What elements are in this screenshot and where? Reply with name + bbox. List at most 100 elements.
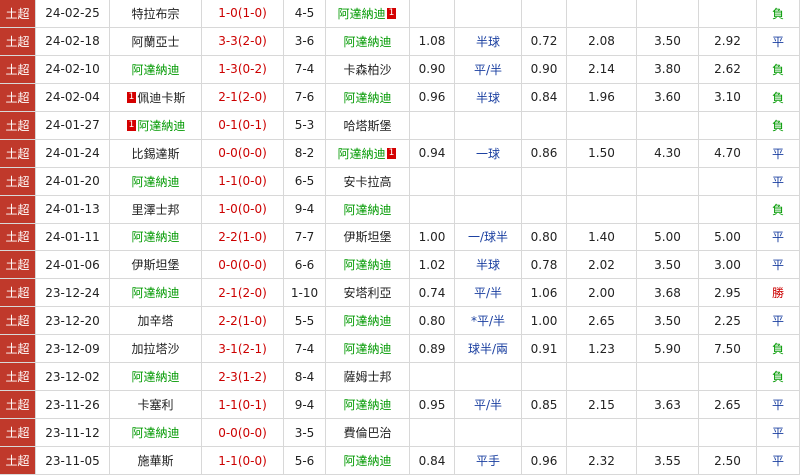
result: 負 <box>771 62 784 77</box>
score-cell: 2-2(1-0) <box>202 307 284 335</box>
date: 24-02-25 <box>45 6 100 21</box>
eu-away-cell: 7.50 <box>699 335 757 363</box>
score-cell: 0-0(0-0) <box>202 251 284 279</box>
hc-away-cell: 0.80 <box>522 223 567 251</box>
away-cell: 阿達納迪 <box>326 447 410 474</box>
eu-home: 2.00 <box>588 285 615 300</box>
hc-away-cell: 0.86 <box>522 139 567 167</box>
corner: 7-4 <box>294 341 315 356</box>
hc-away-cell: 1.00 <box>522 307 567 335</box>
hc-away: 0.86 <box>530 146 558 161</box>
score: 1-1(0-0) <box>218 174 267 189</box>
result: 負 <box>771 370 784 385</box>
hc-home-cell: 1.00 <box>410 223 455 251</box>
away-cell: 阿達納迪 <box>326 83 410 111</box>
score-cell: 1-1(0-0) <box>202 167 284 195</box>
match-row: 土超 23-12-02 阿達納迪 2-3(1-2) 8-4 薩姆士邦 負 <box>0 363 800 392</box>
score-cell: 2-1(2-0) <box>202 279 284 307</box>
eu-draw: 3.50 <box>654 257 681 272</box>
eu-away: 2.62 <box>714 62 741 77</box>
hc-away: 0.84 <box>530 90 558 105</box>
eu-home: 2.32 <box>588 453 615 468</box>
hc-line-cell: 球半/兩 <box>455 335 522 363</box>
result-cell: 負 <box>757 335 800 363</box>
date-cell: 24-01-24 <box>36 139 110 167</box>
eu-home-cell: 1.50 <box>567 139 637 167</box>
eu-away-cell: 2.50 <box>699 447 757 474</box>
hc-line-cell: 平/半 <box>455 391 522 419</box>
eu-away-cell: 4.70 <box>699 139 757 167</box>
hc-home: 1.08 <box>418 34 446 49</box>
league: 土超 <box>5 342 30 357</box>
score: 1-0(1-0) <box>218 6 267 21</box>
home-cell: 施華斯 <box>110 447 202 474</box>
eu-home-cell <box>567 363 637 391</box>
eu-home-cell <box>567 167 637 195</box>
away-cell: 卡森柏沙 <box>326 55 410 83</box>
result-cell: 負 <box>757 111 800 139</box>
league-cell: 土超 <box>0 139 36 167</box>
corner-cell: 8-4 <box>284 363 326 391</box>
league-cell: 土超 <box>0 363 36 391</box>
corner: 7-7 <box>294 229 315 244</box>
league: 土超 <box>5 398 30 413</box>
corner: 5-5 <box>294 313 315 328</box>
hc-home: 1.02 <box>418 257 446 272</box>
corner-cell: 3-6 <box>284 27 326 55</box>
corner: 1-10 <box>290 285 319 300</box>
match-row: 土超 24-01-27 1 阿達納迪 0-1(0-1) 5-3 哈塔斯堡 負 <box>0 111 800 140</box>
home: 特拉布宗 <box>131 6 180 21</box>
hc-away-cell: 0.96 <box>522 447 567 474</box>
result: 平 <box>771 314 784 329</box>
eu-draw-cell: 3.50 <box>637 307 699 335</box>
away-cell: 阿達納迪 1 <box>326 139 410 167</box>
hc-line: 半球 <box>475 90 500 105</box>
eu-home-cell: 2.00 <box>567 279 637 307</box>
league: 土超 <box>5 314 30 329</box>
result: 平 <box>771 426 784 441</box>
eu-draw-cell <box>637 167 699 195</box>
hc-home: 0.90 <box>418 62 446 77</box>
home-cell: 比錫達斯 <box>110 139 202 167</box>
score: 2-3(1-2) <box>218 369 267 384</box>
hc-away-cell: 0.78 <box>522 251 567 279</box>
match-row: 土超 23-12-20 加辛塔 2-2(1-0) 5-5 阿達納迪 0.80 *平/半 1.00… <box>0 307 800 336</box>
result: 平 <box>771 146 784 161</box>
date-cell: 24-01-27 <box>36 111 110 139</box>
league-cell: 土超 <box>0 111 36 139</box>
hc-home-cell <box>410 195 455 223</box>
hc-line-cell: 平/半 <box>455 55 522 83</box>
hc-home: 0.89 <box>418 341 446 356</box>
score-cell: 0-0(0-0) <box>202 139 284 167</box>
result: 負 <box>771 202 784 217</box>
red-card-badge: 1 <box>386 147 397 159</box>
date: 23-12-09 <box>45 341 100 356</box>
hc-line: 半球 <box>475 258 500 273</box>
score: 2-1(2-0) <box>218 285 267 300</box>
hc-line: 一/球半 <box>467 230 509 245</box>
hc-line: 平/半 <box>473 286 503 301</box>
eu-home: 2.02 <box>588 257 615 272</box>
hc-line-cell <box>455 363 522 391</box>
result-cell: 平 <box>757 27 800 55</box>
hc-home-cell: 0.89 <box>410 335 455 363</box>
score-cell: 0-1(0-1) <box>202 111 284 139</box>
eu-draw: 4.30 <box>654 146 681 161</box>
date: 23-11-26 <box>45 397 100 412</box>
eu-draw: 3.60 <box>654 90 681 105</box>
match-row: 土超 24-02-25 特拉布宗 1-0(1-0) 4-5 阿達納迪 1 負 <box>0 0 800 28</box>
away: 阿達納迪 <box>343 398 392 413</box>
hc-away-cell <box>522 111 567 139</box>
eu-away-cell <box>699 195 757 223</box>
eu-home-cell: 2.32 <box>567 447 637 474</box>
home-cell: 卡塞利 <box>110 391 202 419</box>
hc-line-cell: 半球 <box>455 27 522 55</box>
eu-draw-cell: 3.55 <box>637 447 699 474</box>
league: 土超 <box>5 454 30 469</box>
eu-away-cell <box>699 363 757 391</box>
date: 23-11-05 <box>45 453 100 468</box>
eu-home: 1.23 <box>588 341 615 356</box>
hc-away-cell: 0.90 <box>522 55 567 83</box>
date: 24-02-04 <box>45 90 100 105</box>
